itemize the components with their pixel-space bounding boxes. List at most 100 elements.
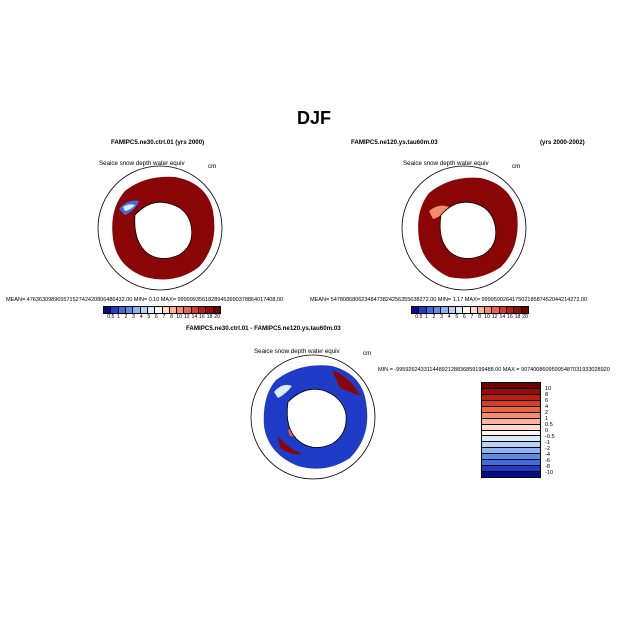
colorbar-swatch — [455, 307, 464, 313]
panel-a-map-frame — [97, 165, 223, 291]
colorbar-swatch — [482, 460, 540, 467]
panel-b-coastal-light — [429, 205, 449, 219]
panel-a-colorbar: 0.5 1 2 3 4 5 6 7 8 10 12 14 16 18 20 — [103, 306, 221, 320]
colorbar-swatch — [482, 400, 540, 407]
colorbar-swatch — [482, 442, 540, 449]
colorbar-tick-label: 10 — [484, 314, 491, 320]
colorbar-swatch — [482, 436, 540, 443]
colorbar-swatch — [206, 307, 214, 313]
colorbar-tick-label: 4 — [545, 404, 549, 410]
panel-c-map-frame — [250, 354, 376, 480]
panel-b-map — [401, 165, 527, 291]
colorbar-tick-label: 16 — [507, 314, 513, 320]
colorbar-tick-label: -6 — [545, 458, 550, 464]
colorbar-tick-label: 20 — [214, 314, 220, 320]
colorbar-swatch — [433, 307, 442, 313]
colorbar-swatch — [485, 307, 493, 313]
colorbar-swatch — [482, 454, 540, 461]
colorbar-swatch — [125, 307, 134, 313]
panel-c-variable-label: Seaice snow depth water equiv — [254, 348, 340, 355]
panel-c-antarctica — [286, 388, 347, 448]
panel-c-units: cm — [363, 350, 372, 357]
colorbar-swatch — [199, 307, 207, 313]
colorbar-tick-label: 0.5 — [415, 314, 423, 320]
panel-c-map — [250, 354, 376, 480]
colorbar-tick-label: 2 — [432, 314, 436, 320]
colorbar-tick-label: 18 — [206, 314, 213, 320]
colorbar-tick-label: 18 — [514, 314, 521, 320]
colorbar-tick-label: 16 — [199, 314, 205, 320]
colorbar-swatch — [412, 307, 420, 313]
panel-b-colorbar-swatches — [411, 306, 529, 314]
panel-a-colorbar-swatches — [103, 306, 221, 314]
colorbar-tick-label: 6 — [154, 314, 158, 320]
colorbar-swatch — [492, 307, 500, 313]
colorbar-swatch — [482, 448, 540, 455]
panel-a-variable-label: Seaice snow depth water equiv — [99, 160, 185, 167]
panel-a-units: cm — [208, 163, 217, 170]
colorbar-swatch — [184, 307, 192, 313]
colorbar-tick-label: -0.5 — [545, 434, 555, 440]
colorbar-tick-label: 14 — [191, 314, 198, 320]
colorbar-tick-label: -4 — [545, 452, 550, 458]
panel-c-near-zero-patch — [274, 384, 292, 398]
colorbar-tick-label: 2 — [545, 410, 549, 416]
panel-b-case: FAMIPC5.ne120.ys.tau60m.03 — [351, 139, 438, 146]
colorbar-tick-label: 0.5 — [545, 422, 553, 428]
colorbar-tick-label: 20 — [522, 314, 528, 320]
colorbar-swatch — [482, 383, 540, 389]
colorbar-swatch — [463, 307, 471, 313]
colorbar-swatch — [482, 388, 540, 395]
panel-b-years: (yrs 2000-2002) — [540, 139, 585, 146]
colorbar-tick-label: 3 — [440, 314, 444, 320]
colorbar-swatch — [191, 307, 200, 313]
colorbar-swatch — [499, 307, 508, 313]
colorbar-tick-label: 0.5 — [107, 314, 115, 320]
panel-a-low-anomaly-light — [123, 204, 135, 211]
colorbar-tick-label: 1 — [545, 416, 549, 422]
colorbar-tick-label: 12 — [183, 314, 190, 320]
panel-b-stats: MEAN= 54780868062348473824256355638272.0… — [310, 297, 588, 303]
panel-b-units: cm — [512, 163, 521, 170]
colorbar-swatch — [477, 307, 486, 313]
colorbar-swatch — [177, 307, 185, 313]
colorbar-swatch — [507, 307, 515, 313]
colorbar-swatch — [482, 412, 540, 419]
colorbar-tick-label: 6 — [545, 398, 549, 404]
panel-c-positive-southwest — [278, 436, 302, 455]
colorbar-tick-label: 5 — [455, 314, 459, 320]
panel-b-antarctica — [439, 201, 497, 259]
colorbar-tick-label: -8 — [545, 464, 550, 470]
colorbar-tick-label: 0 — [545, 428, 549, 434]
colorbar-swatch — [482, 394, 540, 401]
colorbar-tick-label: 1 — [116, 314, 120, 320]
colorbar-swatch — [147, 307, 156, 313]
panel-b-map-frame — [401, 165, 527, 291]
colorbar-tick-label: -10 — [545, 470, 554, 476]
panel-a-case: FAMIPC5.ne30.ctrl.01 (yrs 2000) — [111, 139, 205, 146]
colorbar-swatch — [521, 307, 528, 313]
colorbar-swatch — [470, 307, 478, 313]
panel-c-colorbar: 10 8 6 4 2 1 0.5 0 -0.5 -1 -2 -4 -6 -8 -10 — [481, 382, 555, 478]
colorbar-swatch — [482, 406, 540, 413]
colorbar-tick-label: 7 — [470, 314, 474, 320]
colorbar-swatch — [118, 307, 126, 313]
panel-a-antarctica — [134, 201, 193, 259]
colorbar-tick-label: 14 — [499, 314, 506, 320]
colorbar-tick-label: 8 — [170, 314, 173, 320]
colorbar-swatch — [426, 307, 434, 313]
colorbar-swatch — [482, 424, 540, 431]
colorbar-tick-label: 10 — [176, 314, 183, 320]
panel-a-stats: MEAN= 47636309896557152742420806486432.0… — [6, 297, 284, 303]
panel-b-variable-label: Seaice snow depth water equiv — [403, 160, 489, 167]
colorbar-tick-label: 4 — [447, 314, 451, 320]
colorbar-tick-label: 6 — [462, 314, 466, 320]
colorbar-swatch — [419, 307, 427, 313]
colorbar-swatch — [162, 307, 170, 313]
colorbar-tick-label: 5 — [147, 314, 151, 320]
colorbar-tick-label: 7 — [162, 314, 166, 320]
panel-c-colorbar-ticks: 10 8 6 4 2 1 0.5 0 -0.5 -1 -2 -4 -6 -8 -10 — [545, 382, 555, 476]
colorbar-swatch — [482, 472, 540, 477]
colorbar-tick-label: -1 — [545, 440, 550, 446]
colorbar-tick-label: 8 — [545, 392, 549, 398]
